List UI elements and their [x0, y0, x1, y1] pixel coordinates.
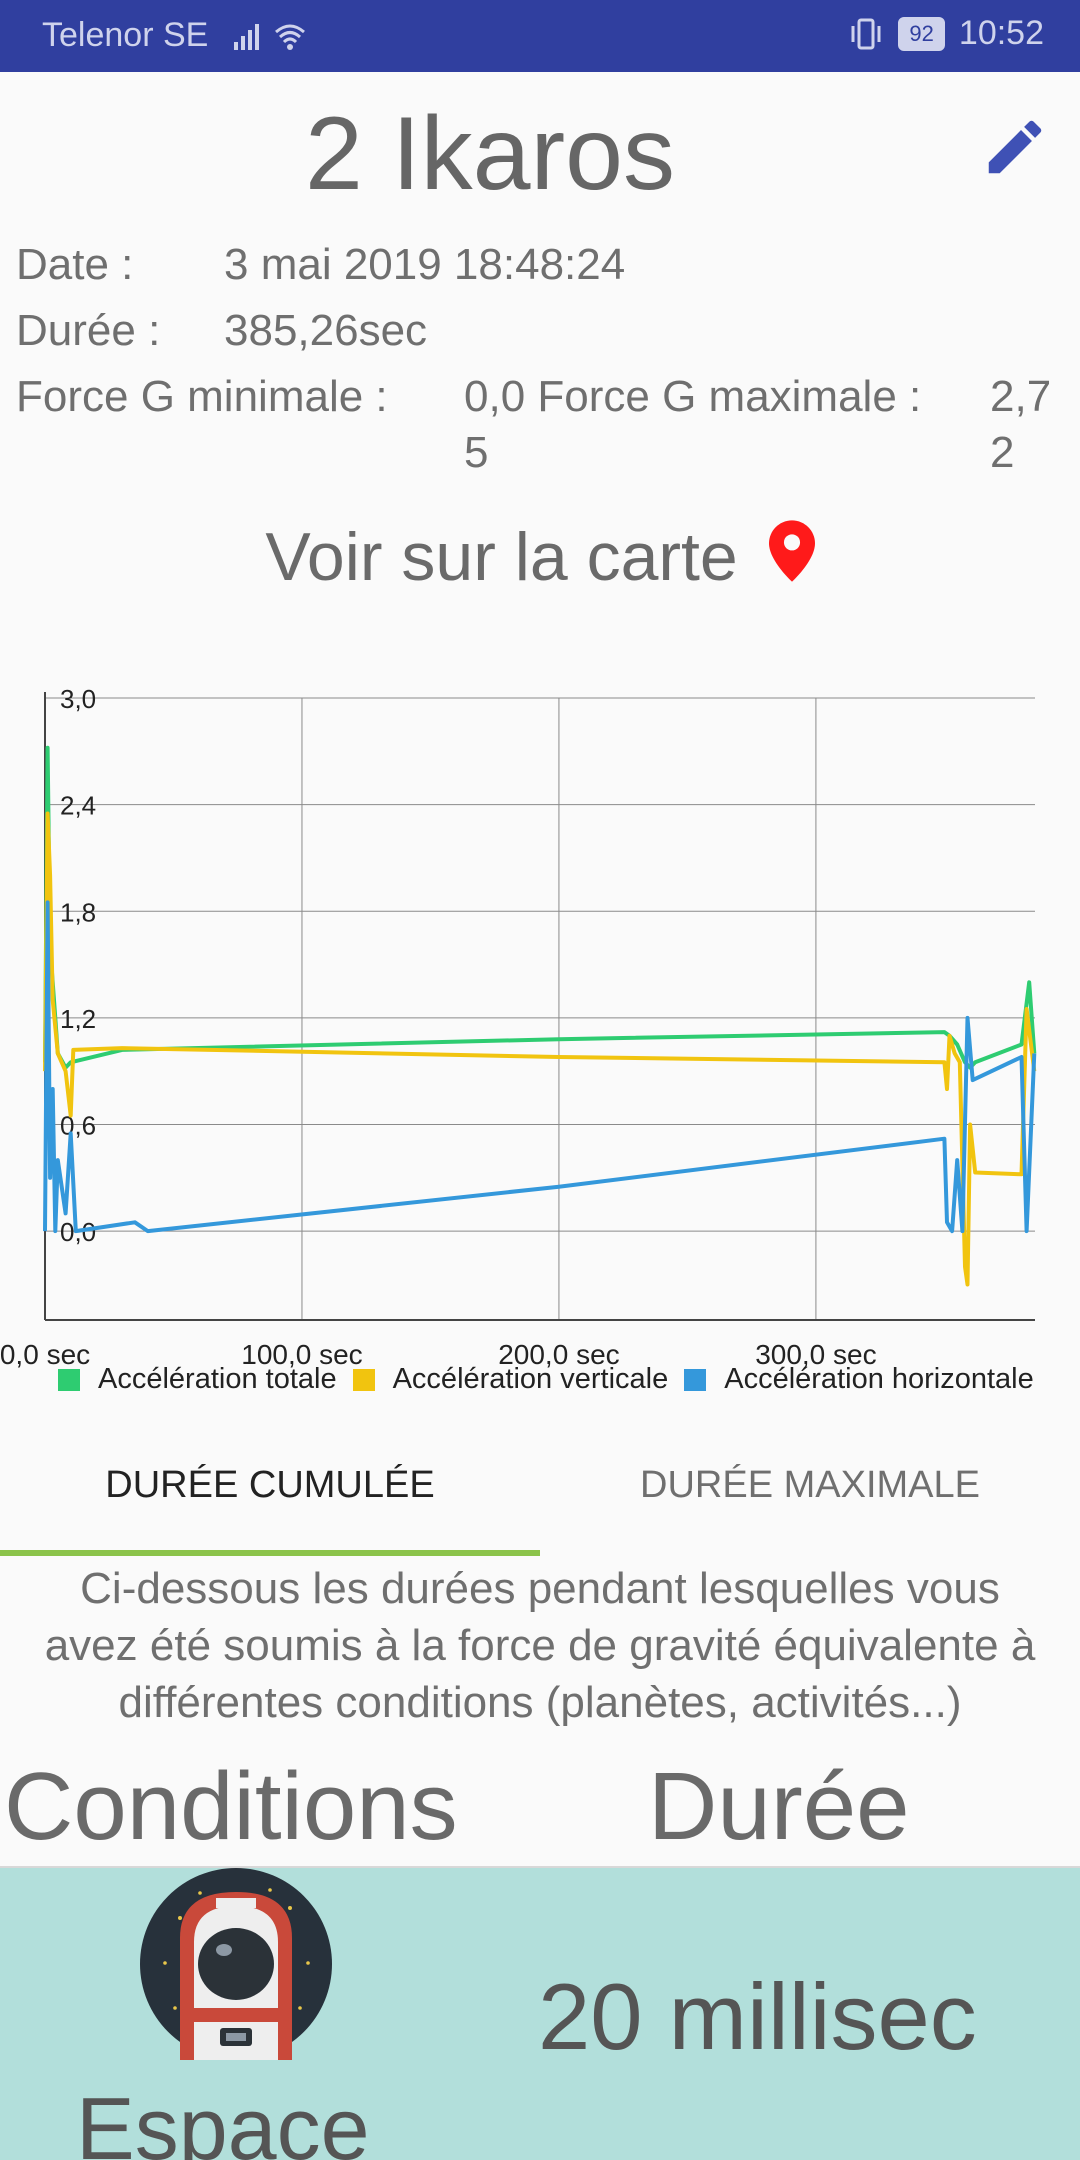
duration-label: Durée : — [16, 306, 161, 355]
series-line-1 — [43, 811, 1037, 1287]
legend-swatch-vertical — [352, 1368, 375, 1391]
duration-header: Durée — [648, 1753, 910, 1860]
x-tick-label: 300,0 sec — [755, 1339, 876, 1370]
table-row[interactable]: Espace 20 millisec — [0, 1868, 1080, 2160]
date-label: Date : — [16, 240, 134, 289]
signal-wifi-icons — [232, 18, 312, 63]
y-tick-label: 1,2 — [60, 1004, 96, 1034]
legend-swatch-total — [58, 1368, 80, 1391]
x-tick-label: 0,0 sec — [0, 1339, 90, 1370]
battery-icon: 92 — [898, 16, 945, 51]
view-on-map-link[interactable]: Voir sur la carte — [0, 518, 1080, 596]
gmin-label: Force G minimale : — [16, 372, 388, 421]
description-line-2: avez été soumis à la force de gravité éq… — [44, 1621, 1036, 1670]
y-tick-label: 0,6 — [60, 1111, 96, 1141]
legend-label-total: Accélération totale — [98, 1363, 337, 1395]
legend-label-horizontal: Accélération horizontale — [724, 1363, 1034, 1395]
pencil-icon — [988, 120, 1042, 174]
series-line-0 — [43, 745, 1037, 1070]
status-bar: Telenor SE 92 10:52 — [0, 0, 1080, 72]
astronaut-icon — [140, 1868, 332, 2060]
legend-swatch-horizontal — [684, 1368, 707, 1391]
tab-indicator — [0, 1550, 540, 1556]
edit-button[interactable] — [980, 112, 1050, 182]
legend-label-vertical: Accélération verticale — [392, 1363, 669, 1395]
x-tick-label: 100,0 sec — [241, 1339, 362, 1370]
gmin-value-wrap: 5 — [464, 428, 489, 477]
status-right: 92 10:52 — [848, 14, 1044, 53]
duration-tabs: DURÉE CUMULÉE DURÉE MAXIMALE — [0, 1420, 1080, 1556]
acceleration-chart: 3,02,41,81,20,60,00,0 sec 100,0 sec 200,0 … — [0, 684, 1037, 1370]
legend-item-horizontal: Accélération horizontale — [684, 1363, 1034, 1396]
carrier-name: Telenor SE — [42, 16, 209, 54]
conditions-header: Conditions — [4, 1753, 458, 1860]
legend-item-total: Accélération totale — [58, 1363, 337, 1396]
y-tick-label: 3,0 — [60, 684, 96, 714]
clock: 10:52 — [958, 14, 1044, 52]
gmax-value: 2,7 — [990, 372, 1052, 421]
y-tick-label: 2,4 — [60, 791, 96, 821]
session-title: 2 Ikaros — [305, 96, 675, 212]
session-info: Date : 3 mai 2019 18:48:24 Durée : 385,2… — [16, 240, 1080, 480]
description-line-3: différentes conditions (planètes, activi… — [118, 1678, 962, 1727]
gmax-value-wrap: 2 — [990, 428, 1015, 477]
tab-max-duration[interactable]: DURÉE MAXIMALE — [640, 1464, 980, 1506]
description-text: Ci-dessous les durées pendant lesquelles… — [0, 1560, 1080, 1731]
tab-cumulative-duration[interactable]: DURÉE CUMULÉE — [105, 1464, 435, 1506]
chart-legend: Accélération totale Accélération vertica… — [58, 1363, 1050, 1396]
row-condition: Espace — [76, 2079, 370, 2160]
header-divider — [0, 1866, 1080, 1868]
map-pin-icon — [768, 520, 815, 582]
y-tick-label: 1,8 — [60, 897, 96, 927]
date-value: 3 mai 2019 18:48:24 — [224, 240, 626, 289]
series-line-2 — [43, 900, 1037, 1234]
duration-value: 385,26sec — [224, 306, 428, 355]
x-tick-label: 200,0 sec — [498, 1339, 619, 1370]
view-on-map-label: Voir sur la carte — [265, 519, 738, 595]
gmin-value: 0,0 Force G maximale : — [464, 372, 922, 421]
description-line-1: Ci-dessous les durées pendant lesquelles… — [80, 1564, 1000, 1613]
legend-item-vertical: Accélération verticale — [352, 1363, 669, 1396]
row-duration: 20 millisec — [538, 1964, 977, 2069]
vibrate-icon — [851, 18, 881, 49]
